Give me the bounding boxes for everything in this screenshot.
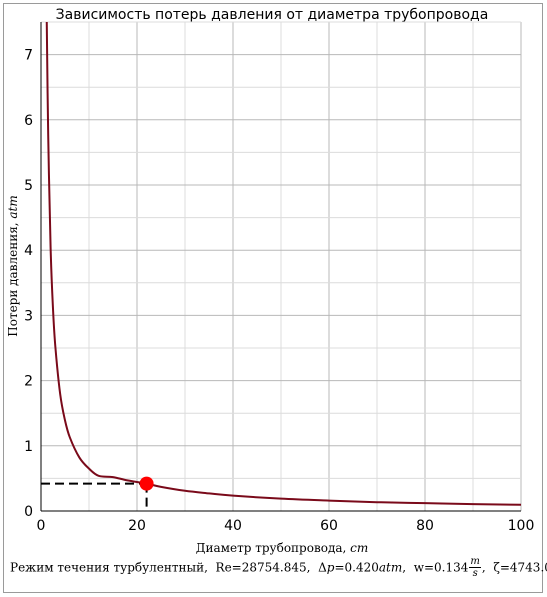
markers — [139, 476, 154, 491]
y-tick-label: 4 — [24, 243, 33, 259]
pressure-loss-curve — [45, 21, 522, 506]
x-tick-label: 100 — [508, 518, 535, 534]
flow-regime: Режим течения турбулентный, — [10, 560, 208, 575]
x-tick-label: 0 — [37, 518, 46, 534]
status-line: Режим течения турбулентный, Re=28754.845… — [10, 556, 547, 590]
y-tick-label: 5 — [24, 178, 33, 194]
grid — [40, 21, 522, 512]
series — [45, 21, 522, 506]
chart-title: Зависимость потерь давления от диаметра … — [56, 7, 489, 23]
chart-frame — [3, 3, 543, 593]
axes — [40, 22, 521, 512]
y-tick-label: 1 — [24, 439, 33, 455]
y-tick-label: 6 — [24, 113, 33, 129]
y-tick-label: 0 — [24, 504, 33, 520]
x-tick-label: 80 — [416, 518, 434, 534]
resistance-coefficient: ζ=4743.022 — [493, 560, 547, 575]
reynolds-number: Re=28754.845, — [215, 560, 311, 575]
operating-point-marker — [139, 476, 154, 491]
x-tick-label: 20 — [128, 518, 146, 534]
x-tick-label: 40 — [224, 518, 242, 534]
marker-guides — [41, 482, 148, 511]
y-tick-label: 3 — [24, 308, 33, 324]
velocity-readout: w=0.134 m s, — [413, 556, 486, 579]
pressure-loss-readout: Δp=0.420atm, — [318, 560, 407, 575]
y-axis-label: Потери давления, atm — [6, 195, 20, 337]
y-tick-label: 2 — [24, 374, 33, 390]
x-axis-label: Диаметр трубопровода, cm — [196, 541, 369, 555]
y-tick-label: 7 — [24, 48, 33, 64]
x-tick-label: 60 — [320, 518, 338, 534]
tick-labels: 0 20 40 60 80 100 0 1 2 3 4 5 6 7 — [24, 48, 534, 534]
